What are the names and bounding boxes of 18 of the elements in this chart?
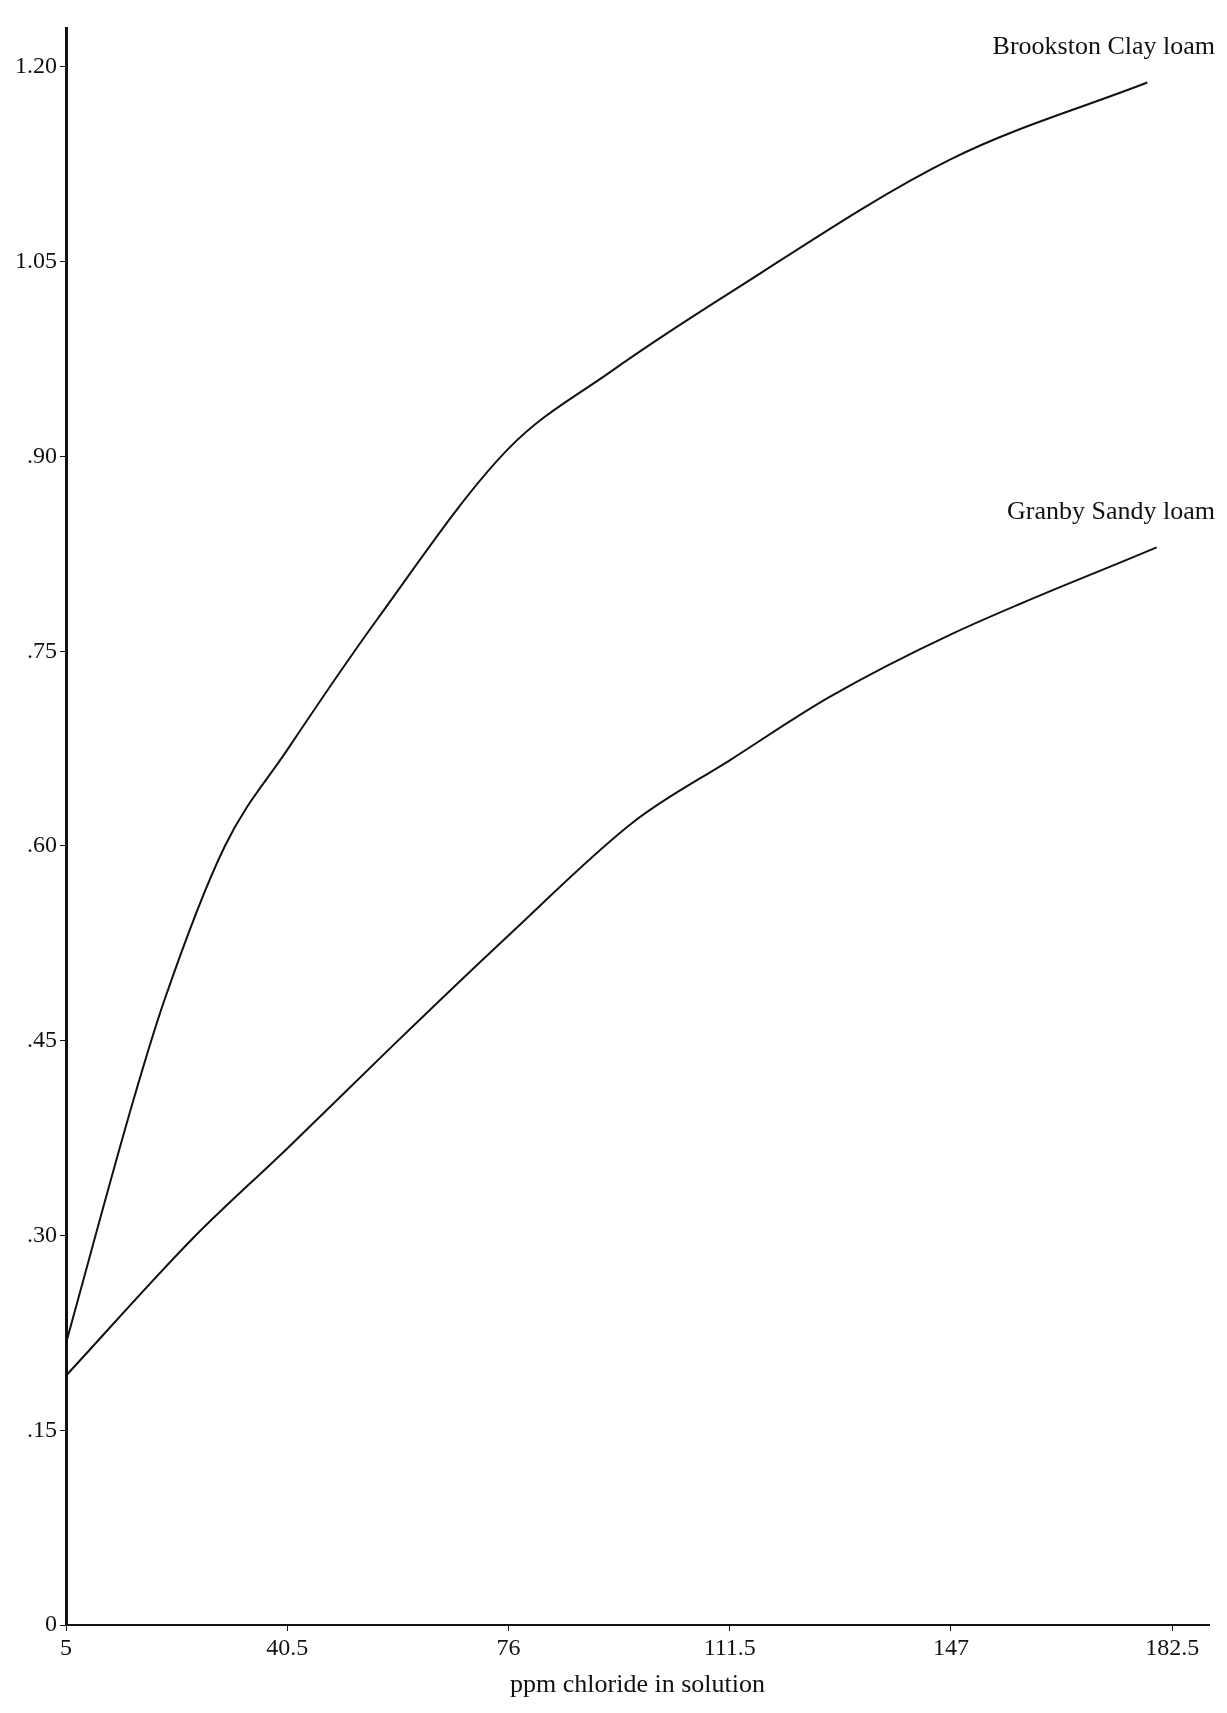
x-tick-label: 40.5 xyxy=(266,1633,309,1660)
series-label: Brookston Clay loam xyxy=(992,31,1215,61)
x-tick-label: 182.5 xyxy=(1145,1633,1200,1660)
y-tick-label: .90 xyxy=(27,441,57,468)
y-tick-label: 1.20 xyxy=(15,52,57,79)
x-tick-label: 147 xyxy=(932,1633,969,1660)
x-tick-label: 5 xyxy=(60,1633,72,1660)
series-label: Granby Sandy loam xyxy=(1007,496,1215,526)
y-tick-label: 1.05 xyxy=(15,247,57,273)
x-tick-label: 111.5 xyxy=(703,1633,756,1660)
y-tick-label: .45 xyxy=(27,1026,57,1053)
x-tick-label: 76 xyxy=(496,1633,521,1660)
y-tick-label: .75 xyxy=(27,636,57,663)
y-tick-label: 0 xyxy=(45,1610,57,1637)
y-tick-label: .15 xyxy=(27,1415,57,1442)
y-tick-label: .30 xyxy=(27,1220,57,1247)
y-tick-label: .60 xyxy=(27,831,57,858)
x-axis-title: ppm chloride in solution xyxy=(510,1669,765,1699)
